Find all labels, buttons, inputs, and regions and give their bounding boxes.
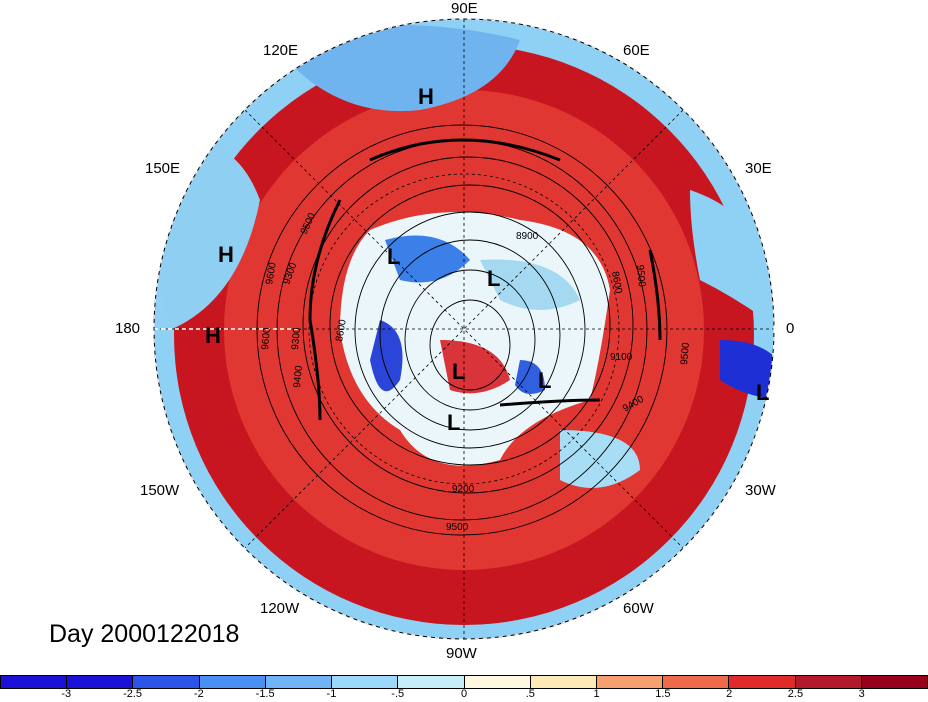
high-dateline: H [205, 323, 221, 348]
low-greenland: L [538, 368, 551, 393]
colorbar-tick-label: -1.5 [255, 688, 275, 700]
colorbar-segment [596, 676, 664, 688]
colorbar-segment [464, 676, 531, 688]
colorbar-tick-label: -.5 [391, 688, 405, 700]
colorbar-tick-label: .5 [525, 688, 535, 700]
lon-180: 180 [115, 320, 141, 337]
colorbar-segment [795, 676, 862, 688]
cold-anomaly-midatlantic [560, 430, 640, 488]
lon-30w: 30W [745, 482, 776, 499]
colorbar-segment [663, 676, 730, 688]
low-siberia: L [387, 244, 400, 269]
cold-patch-north [480, 259, 580, 310]
low-hudson: L [447, 410, 460, 435]
colorbar-tick-label: 2 [726, 688, 733, 700]
lon-90w: 90W [446, 645, 477, 662]
colorbar-tick-label: -2 [193, 688, 204, 700]
colorbar-tick-label: 0 [460, 688, 468, 700]
lon-90e: 90E [451, 0, 478, 17]
contour-label: 9400 [292, 365, 305, 389]
contour-label: 8600 [609, 271, 624, 295]
colorbar-tick-label: -2.5 [123, 688, 143, 700]
cold-core-canada [370, 320, 403, 392]
contour-label: 9500 [634, 264, 647, 288]
contour-label: 9500 [679, 342, 692, 366]
colorbar-segment [530, 676, 597, 688]
colorbar-segment [861, 676, 928, 688]
colorbar-tick-label: 1 [593, 688, 600, 700]
colorbar-tick-label: 3 [858, 688, 865, 700]
low-arctic: L [487, 266, 500, 291]
cold-core-greenland [515, 360, 545, 394]
low-atlantic: L [756, 380, 769, 405]
cold-core-siberia [385, 235, 470, 283]
contour-label: 9500 [446, 522, 469, 533]
contour-label: 9600 [260, 327, 273, 351]
lon-120w: 120W [260, 600, 300, 617]
high-north-pacific: H [218, 242, 234, 267]
colorbar-ticks: -3 -2.5 -2 -1.5 -1 -.5 0 .5 1 1.5 2 2.5 3 [0, 688, 928, 702]
warm-core-pole [440, 340, 510, 394]
contour-label: 9100 [610, 352, 633, 363]
high-north-siberia: H [418, 84, 434, 109]
lon-60e: 60E [623, 42, 650, 59]
colorbar-tick-label: -1 [326, 688, 337, 700]
lon-30e: 30E [745, 160, 772, 177]
lon-150w: 150W [140, 482, 180, 499]
contour-label: 9300 [290, 327, 303, 351]
colorbar-segment [398, 676, 465, 688]
colorbar-segment [67, 676, 134, 688]
colorbar-segment [199, 676, 266, 688]
contour-label: 8600 [334, 318, 349, 342]
contour-label: 9200 [452, 484, 475, 495]
colorbar-tick-label: 1.5 [655, 688, 671, 700]
low-canada: L [452, 359, 465, 384]
lon-150e: 150E [145, 160, 181, 177]
colorbar-segment [133, 676, 200, 688]
lon-0: 0 [786, 320, 795, 337]
colorbar [0, 675, 928, 689]
contour-label: 8900 [516, 231, 539, 242]
colorbar-tick-label: 2.5 [787, 688, 804, 700]
cold-anomaly-europe [690, 190, 774, 330]
colorbar-segment [265, 676, 333, 688]
colorbar-segment [1, 676, 68, 688]
day-title: Day 2000122018 [49, 620, 240, 648]
colorbar-tick-label: -3 [61, 688, 72, 700]
contour-label: 9600 [264, 261, 279, 285]
colorbar-segment [729, 676, 796, 688]
colorbar-segment [332, 676, 399, 688]
lon-60w: 60W [623, 600, 654, 617]
lon-120e: 120E [263, 42, 299, 59]
